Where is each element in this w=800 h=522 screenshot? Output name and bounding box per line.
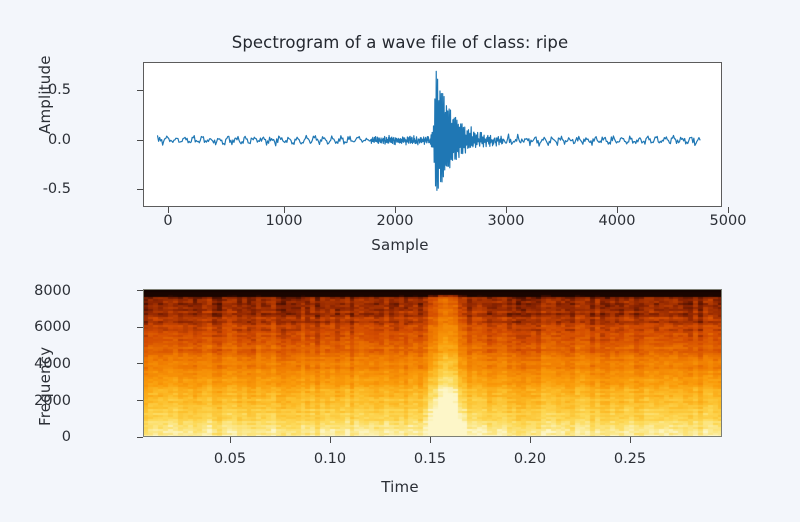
spectrogram-xtick-2: 0.15 bbox=[413, 451, 447, 467]
spectrogram-ytick-mark bbox=[137, 436, 143, 438]
waveform-x-axis-label: Sample bbox=[371, 236, 429, 254]
page-title: Spectrogram of a wave file of class: rip… bbox=[231, 33, 569, 52]
spectrogram-x-axis-label: Time bbox=[381, 478, 419, 496]
spectrogram-ytick-mark bbox=[137, 326, 143, 328]
spectrogram-xtick-mark bbox=[529, 437, 531, 443]
spectrogram-plot-area bbox=[143, 289, 722, 437]
waveform-xtick-mark bbox=[167, 207, 169, 213]
spectrogram-ytick-mark bbox=[137, 400, 143, 402]
spectrogram-ytick-3: 2000 bbox=[34, 393, 71, 409]
spectrogram-xtick-mark bbox=[329, 437, 331, 443]
waveform-xtick-1: 1000 bbox=[265, 213, 303, 229]
spectrogram-ytick-4: 0 bbox=[61, 429, 71, 445]
waveform-ytick-2: -0.5 bbox=[42, 181, 71, 197]
waveform-xtick-mark bbox=[394, 207, 396, 213]
spectrogram-xtick-mark bbox=[429, 437, 431, 443]
waveform-xtick-5: 5000 bbox=[709, 213, 747, 229]
spectrogram-ytick-2: 4000 bbox=[34, 356, 71, 372]
waveform-ytick-mark bbox=[137, 89, 143, 91]
waveform-ytick-1: 0.0 bbox=[47, 132, 71, 148]
spectrogram-ytick-1: 6000 bbox=[34, 319, 71, 335]
spectrogram-xtick-mark bbox=[229, 437, 231, 443]
waveform-plot-area bbox=[143, 62, 722, 207]
spectrogram-xtick-4: 0.25 bbox=[613, 451, 647, 467]
waveform-line-series bbox=[156, 70, 701, 191]
waveform-xtick-mark bbox=[505, 207, 507, 213]
waveform-ytick-mark bbox=[137, 139, 143, 141]
waveform-xtick-mark bbox=[727, 207, 729, 213]
spectrogram-xtick-3: 0.20 bbox=[513, 451, 547, 467]
spectrogram-xtick-1: 0.10 bbox=[313, 451, 347, 467]
waveform-ytick-mark bbox=[137, 188, 143, 190]
spectrogram-heatmap bbox=[144, 290, 721, 436]
spectrogram-xtick-0: 0.05 bbox=[213, 451, 247, 467]
spectrogram-xtick-mark bbox=[629, 437, 631, 443]
waveform-xtick-mark bbox=[283, 207, 285, 213]
waveform-xtick-4: 4000 bbox=[598, 213, 636, 229]
waveform-xtick-0: 0 bbox=[163, 213, 173, 229]
waveform-ytick-0: 0.5 bbox=[47, 82, 71, 98]
waveform-xtick-mark bbox=[616, 207, 618, 213]
spectrogram-ytick-mark bbox=[137, 363, 143, 365]
spectrogram-ytick-0: 8000 bbox=[34, 283, 71, 299]
waveform-xtick-2: 2000 bbox=[376, 213, 414, 229]
spectrogram-ytick-mark bbox=[137, 290, 143, 292]
waveform-xtick-3: 3000 bbox=[487, 213, 525, 229]
